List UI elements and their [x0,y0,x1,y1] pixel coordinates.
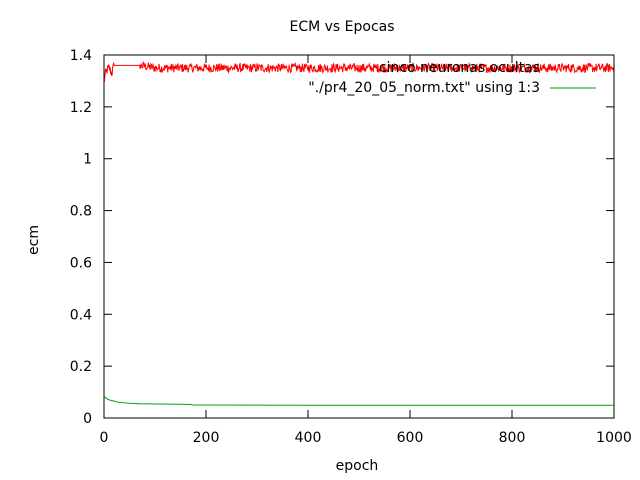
plot-frame [103,54,615,419]
x-axis-label: epoch [336,458,379,474]
series-0-line [103,61,615,83]
y-tick-label: 0 [83,411,92,427]
series-1-line [103,395,614,406]
x-axis: 0 200 400 600 800 1000 [100,55,632,446]
x-tick-label: 200 [193,430,220,446]
y-axis: 0 0.2 0.4 0.6 0.8 1 1.2 1.4 [70,48,614,427]
y-tick-label: 1 [83,152,92,168]
chart-title: ECM vs Epocas [289,19,394,35]
x-tick-label: 400 [295,430,322,446]
y-tick-label: 1.4 [70,48,92,64]
series-layer [103,61,615,406]
legend-entry-0-label: cinco neuronas ocultas [379,60,540,76]
x-tick-label: 600 [397,430,424,446]
y-axis-label: ecm [26,225,42,255]
y-tick-label: 0.8 [70,204,92,220]
y-tick-label: 1.2 [70,100,92,116]
x-tick-label: 0 [100,430,109,446]
y-tick-label: 0.6 [70,255,92,271]
x-tick-label: 800 [499,430,526,446]
y-tick-label: 0.4 [70,307,92,323]
legend-entry-1-label: "./pr4_20_05_norm.txt" using 1:3 [308,80,540,96]
x-tick-label: 1000 [596,430,632,446]
y-tick-label: 0.2 [70,359,92,375]
legend: cinco neuronas ocultas "./pr4_20_05_norm… [308,60,596,96]
